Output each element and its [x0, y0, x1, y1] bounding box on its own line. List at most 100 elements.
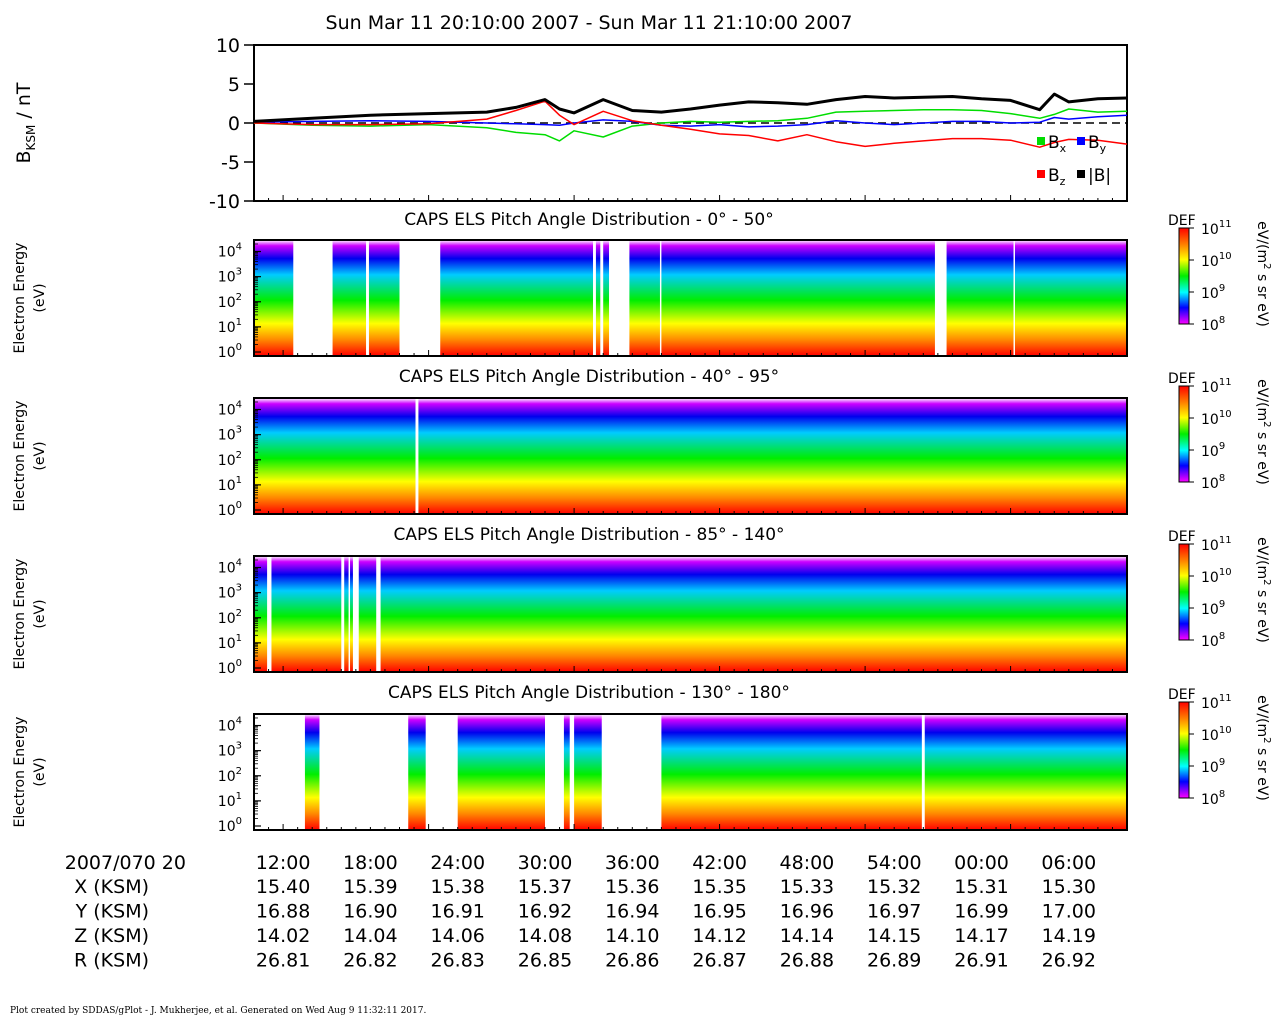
ephemeris-value: 16.90	[343, 901, 397, 923]
tick-base: 10	[218, 503, 236, 519]
tick-exponent: 4	[236, 400, 242, 411]
ephemeris-value: 16.94	[605, 901, 659, 923]
tick-exponent: 1	[236, 317, 242, 328]
tick-base: 10	[1201, 634, 1219, 650]
tick-base: 10	[1201, 602, 1219, 618]
ephemeris-value: 26.89	[867, 950, 921, 972]
ephemeris-value: 16.99	[954, 901, 1008, 923]
colorbar-label: DEF	[1168, 371, 1196, 387]
mag-ytick-label: 10	[216, 35, 240, 57]
ephemeris-value: 14.19	[1042, 925, 1096, 947]
spectrogram-ytick-label: 103	[218, 425, 242, 444]
colorbar-unit-prefix: eV/(m	[1254, 221, 1270, 263]
tick-exponent: 2	[236, 450, 242, 461]
tick-exponent: 3	[236, 267, 242, 278]
colorbar	[1178, 227, 1190, 325]
tick-base: 10	[218, 453, 236, 469]
ephemeris-row-label: Z (KSM)	[74, 925, 149, 947]
tick-exponent: 8	[1219, 473, 1225, 484]
data-gap	[934, 240, 947, 356]
spectrogram-title: CAPS ELS Pitch Angle Distribution - 40° …	[399, 367, 779, 387]
data-gap	[545, 714, 564, 830]
tick-base: 10	[218, 819, 236, 835]
tick-exponent: 9	[1219, 599, 1225, 610]
legend-swatch-0	[1037, 137, 1045, 145]
data-gap	[659, 240, 662, 356]
colorbar-unit: eV/(m2 s sr eV)	[1254, 537, 1272, 643]
tick-exponent: 8	[1219, 315, 1225, 326]
tick-base: 10	[218, 345, 236, 361]
tick-base: 10	[218, 744, 236, 760]
tick-base: 10	[218, 661, 236, 677]
ephemeris-value: 14.02	[256, 925, 310, 947]
colorbar	[1178, 543, 1190, 641]
tick-base: 10	[218, 403, 236, 419]
mag-ylabel-main: B	[13, 150, 35, 163]
ephemeris-value: 15.32	[867, 876, 921, 898]
tick-base: 10	[218, 270, 236, 286]
spectrogram-ylabel: Electron Energy	[12, 717, 28, 828]
tick-base: 10	[1201, 318, 1219, 334]
ephemeris-value: 15.35	[692, 876, 746, 898]
mag-series-3	[253, 92, 1128, 123]
spectrogram-ytick-label: 100	[218, 500, 242, 519]
data-gap	[569, 714, 575, 830]
plot-title: Sun Mar 11 20:10:00 2007 - Sun Mar 11 21…	[326, 12, 853, 34]
spectrogram-ytick-label: 101	[218, 791, 242, 810]
ephemeris-time: 54:00	[867, 852, 922, 874]
ephemeris-value: 16.92	[518, 901, 572, 923]
mag-ylabel-sub: KSM	[24, 125, 38, 151]
colorbar-tick-label: 1011	[1201, 219, 1232, 238]
ephemeris-time: 00:00	[954, 852, 1009, 874]
spectrogram-ytick-label: 102	[218, 292, 242, 311]
data-gap	[601, 714, 662, 830]
colorbar	[1178, 701, 1190, 799]
colorbar-unit-exponent: 2	[1261, 421, 1272, 427]
tick-base: 10	[218, 586, 236, 602]
tick-exponent: 0	[236, 658, 242, 669]
legend-sub-2: z	[1060, 175, 1066, 188]
tick-exponent: 0	[236, 816, 242, 827]
tick-exponent: 2	[236, 766, 242, 777]
tick-exponent: 9	[1219, 283, 1225, 294]
spectrogram-image	[254, 398, 1127, 514]
colorbar-unit-exponent: 2	[1261, 737, 1272, 743]
svg-text:BKSM / nT: BKSM / nT	[13, 82, 38, 163]
spectrogram-title: CAPS ELS Pitch Angle Distribution - 0° -…	[404, 210, 773, 230]
tick-base: 10	[1201, 728, 1219, 744]
spectrogram-panels: CAPS ELS Pitch Angle Distribution - 0° -…	[12, 210, 1272, 835]
tick-exponent: 11	[1219, 219, 1232, 230]
colorbar-tick-label: 1011	[1201, 535, 1232, 554]
data-gap	[341, 556, 345, 672]
tick-base: 10	[1201, 792, 1219, 808]
tick-exponent: 9	[1219, 757, 1225, 768]
ephemeris-row-label: X (KSM)	[74, 876, 149, 898]
colorbar-tick-label: 109	[1201, 599, 1225, 618]
legend-name-3: |B|	[1088, 166, 1111, 186]
ephemeris-value: 15.31	[954, 876, 1008, 898]
colorbar-tick-label: 109	[1201, 757, 1225, 776]
tick-base: 10	[1201, 286, 1219, 302]
colorbar-unit-suffix: s sr eV)	[1254, 428, 1270, 485]
tick-base: 10	[218, 428, 236, 444]
mag-ytick-label: -5	[221, 152, 240, 174]
spectrogram-panel-3: CAPS ELS Pitch Angle Distribution - 85° …	[12, 525, 1272, 677]
tick-base: 10	[218, 245, 236, 261]
spectrogram-ylabel: Electron Energy	[12, 401, 28, 512]
tick-exponent: 0	[236, 500, 242, 511]
spectrogram-ylabel: Electron Energy	[12, 559, 28, 670]
colorbar-unit-suffix: s sr eV)	[1254, 586, 1270, 643]
ephemeris-value: 26.82	[343, 950, 397, 972]
ephemeris-row-label: R (KSM)	[74, 950, 149, 972]
tick-base: 10	[1201, 476, 1219, 492]
colorbar-tick-label: 1011	[1201, 377, 1232, 396]
tick-base: 10	[1201, 696, 1219, 712]
colorbar-unit: eV/(m2 s sr eV)	[1254, 221, 1272, 327]
ephemeris-value: 14.12	[692, 925, 746, 947]
ephemeris-value: 14.06	[430, 925, 484, 947]
tick-exponent: 2	[236, 608, 242, 619]
ephemeris-row-label: Y (KSM)	[75, 901, 149, 923]
tick-exponent: 11	[1219, 377, 1232, 388]
